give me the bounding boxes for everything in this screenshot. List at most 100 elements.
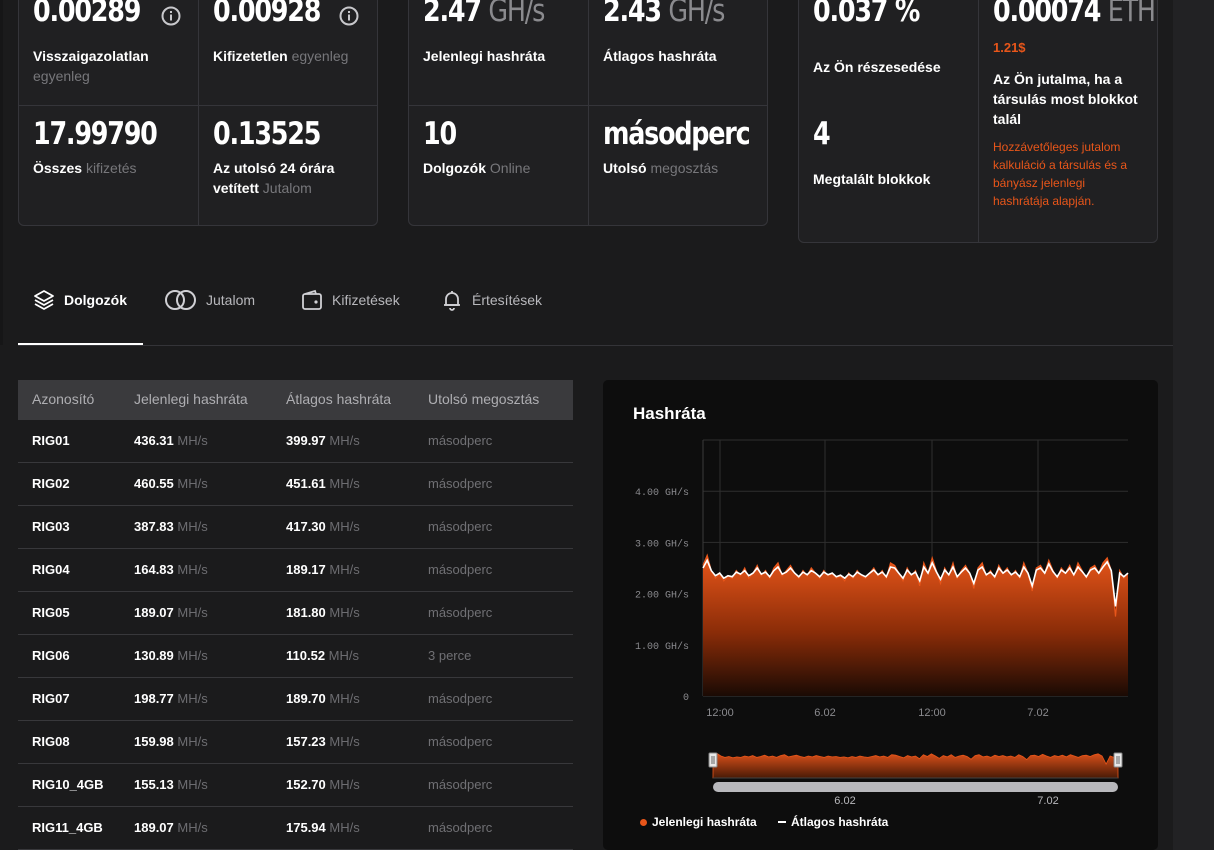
header-last-share[interactable]: Utolsó megosztás xyxy=(428,391,540,407)
unit: MH/s xyxy=(329,476,360,491)
legend-average-marker xyxy=(778,821,786,823)
worker-last-share: másodperc xyxy=(428,820,493,835)
header-avg-hashrate[interactable]: Átlagos hashráta xyxy=(286,391,392,407)
worker-current-hashrate: 387.83 MH/s xyxy=(134,519,208,534)
reward-unit: ETH xyxy=(1107,0,1156,29)
workers-cell: 10 Dolgozók Online xyxy=(409,106,589,225)
unpaid-balance-value: 0.00928 xyxy=(213,0,321,29)
projected-reward-value: 0.13525 xyxy=(213,116,321,152)
worker-current-hashrate: 436.31 MH/s xyxy=(134,433,208,448)
info-icon[interactable] xyxy=(339,6,359,26)
table-row[interactable]: RIG03 387.83 MH/s 417.30 MH/s másodperc xyxy=(18,506,573,549)
tab-reward-label: Jutalom xyxy=(206,292,256,308)
unpaid-balance-label: Kifizetetlen egyenleg xyxy=(213,46,348,66)
worker-last-share: másodperc xyxy=(428,476,493,491)
legend-current-marker xyxy=(640,818,647,826)
worker-current-hashrate: 460.55 MH/s xyxy=(134,476,208,491)
worker-avg-hashrate: 110.52 MH/s xyxy=(286,648,359,663)
table-row[interactable]: RIG06 130.89 MH/s 110.52 MH/s 3 perce xyxy=(18,635,573,678)
worker-avg-hashrate: 417.30 MH/s xyxy=(286,519,360,534)
worker-avg-hashrate: 189.17 MH/s xyxy=(286,562,360,577)
avg-hashrate-label: Átlagos hashráta xyxy=(603,48,717,64)
coins-icon xyxy=(165,290,196,310)
tab-payouts[interactable]: Kifizetések xyxy=(300,270,400,346)
legend-average[interactable]: Átlagos hashráta xyxy=(778,815,888,829)
current-hashrate-label: Jelenlegi hashráta xyxy=(423,48,546,64)
reward-number: 0.00074 xyxy=(993,0,1101,29)
legend-current[interactable]: Jelenlegi hashráta xyxy=(640,815,757,829)
avg-value: 417.30 xyxy=(286,519,326,534)
table-row[interactable]: RIG07 198.77 MH/s 189.70 MH/s másodperc xyxy=(18,678,573,721)
y-tick-label: 3.00 GH/s xyxy=(635,538,689,550)
last-share-label-main: Utolsó xyxy=(603,160,647,176)
unit: MH/s xyxy=(329,777,360,792)
unit: MH/s xyxy=(177,820,208,835)
worker-current-hashrate: 198.77 MH/s xyxy=(134,691,208,706)
worker-id: RIG01 xyxy=(32,433,70,448)
unit: MH/s xyxy=(177,777,208,792)
avg-value: 181.80 xyxy=(286,605,326,620)
projected-reward-cell: 0.13525 Az utolsó 24 órára vetített Juta… xyxy=(199,106,377,225)
table-row[interactable]: RIG01 436.31 MH/s 399.97 MH/s másodperc xyxy=(18,420,573,463)
unit: MH/s xyxy=(177,476,208,491)
workers-label-muted: Online xyxy=(489,160,531,176)
worker-last-share: 3 perce xyxy=(428,648,472,663)
balance-card: 0.00289 Visszaigazolatlan egyenleg 0.009… xyxy=(18,0,378,226)
worker-last-share: másodperc xyxy=(428,691,493,706)
worker-id: RIG02 xyxy=(32,476,70,491)
navigator-left-handle[interactable] xyxy=(708,752,718,768)
tab-workers[interactable]: Dolgozók xyxy=(32,270,127,346)
table-row[interactable]: RIG10_4GB 155.13 MH/s 152.70 MH/s másodperc xyxy=(18,764,573,807)
unit: MH/s xyxy=(177,734,208,749)
current-value: 130.89 xyxy=(134,648,174,663)
hashrate-card: 2.47 GH/s Jelenlegi hashráta 2.43 GH/s Á… xyxy=(408,0,768,226)
header-current-hashrate[interactable]: Jelenlegi hashráta xyxy=(134,391,248,407)
unconfirmed-label-muted: egyenleg xyxy=(33,68,90,84)
table-row[interactable]: RIG08 159.98 MH/s 157.23 MH/s másodperc xyxy=(18,721,573,764)
worker-id: RIG06 xyxy=(32,648,70,663)
worker-last-share: másodperc xyxy=(428,519,493,534)
header-id[interactable]: Azonosító xyxy=(32,391,95,407)
table-row[interactable]: RIG04 164.83 MH/s 189.17 MH/s másodperc xyxy=(18,549,573,592)
avg-value: 189.70 xyxy=(286,691,326,706)
worker-current-hashrate: 130.89 MH/s xyxy=(134,648,208,663)
worker-avg-hashrate: 157.23 MH/s xyxy=(286,734,360,749)
table-row[interactable]: RIG02 460.55 MH/s 451.61 MH/s másodperc xyxy=(18,463,573,506)
right-scroll-area xyxy=(1173,0,1214,850)
worker-last-share: másodperc xyxy=(428,605,493,620)
share-value: 0.037 % xyxy=(813,0,920,29)
avg-value: 157.23 xyxy=(286,734,326,749)
reward-note: Hozzávetőleges jutalom kalkuláció a társ… xyxy=(993,140,1128,208)
avg-value: 152.70 xyxy=(286,777,326,792)
worker-avg-hashrate: 152.70 MH/s xyxy=(286,777,360,792)
projected-label-muted: Jutalom xyxy=(262,180,312,196)
unpaid-label-muted: egyenleg xyxy=(291,48,349,64)
reward-card: 0.037 % Az Ön részesedése 0.00074 ETH 1.… xyxy=(798,0,1158,243)
worker-last-share: másodperc xyxy=(428,777,493,792)
current-value: 387.83 xyxy=(134,519,174,534)
total-payout-label-main: Összes xyxy=(33,160,83,176)
table-row[interactable]: RIG05 189.07 MH/s 181.80 MH/s másodperc xyxy=(18,592,573,635)
avg-value: 399.97 xyxy=(286,433,326,448)
tab-reward[interactable]: Jutalom xyxy=(164,270,255,346)
unit: MH/s xyxy=(177,648,208,663)
info-icon[interactable] xyxy=(161,6,181,26)
hashrate-chart: 0 1.00 GH/s 2.00 GH/s 3.00 GH/s 4.00 GH/s 12:… xyxy=(635,439,1129,807)
current-value: 189.07 xyxy=(134,605,174,620)
current-hashrate-unit: GH/s xyxy=(488,0,545,29)
worker-last-share: másodperc xyxy=(428,734,493,749)
tab-notifications-label: Értesítések xyxy=(472,292,543,308)
total-payout-label-muted: kifizetés xyxy=(85,160,137,176)
unit: MH/s xyxy=(329,562,360,577)
avg-value: 451.61 xyxy=(286,476,326,491)
bell-icon xyxy=(444,291,460,311)
table-row[interactable]: RIG11_4GB 189.07 MH/s 175.94 MH/s másodperc xyxy=(18,807,573,850)
reward-usd: 1.21$ xyxy=(993,40,1026,55)
current-value: 164.83 xyxy=(134,562,174,577)
tab-notifications[interactable]: Értesítések xyxy=(440,270,542,346)
unpaid-label-main: Kifizetetlen xyxy=(213,48,288,64)
current-value: 460.55 xyxy=(134,476,174,491)
navigator-scrollbar[interactable] xyxy=(713,782,1118,792)
navigator-right-handle[interactable] xyxy=(1113,752,1123,768)
unit: MH/s xyxy=(328,648,360,663)
